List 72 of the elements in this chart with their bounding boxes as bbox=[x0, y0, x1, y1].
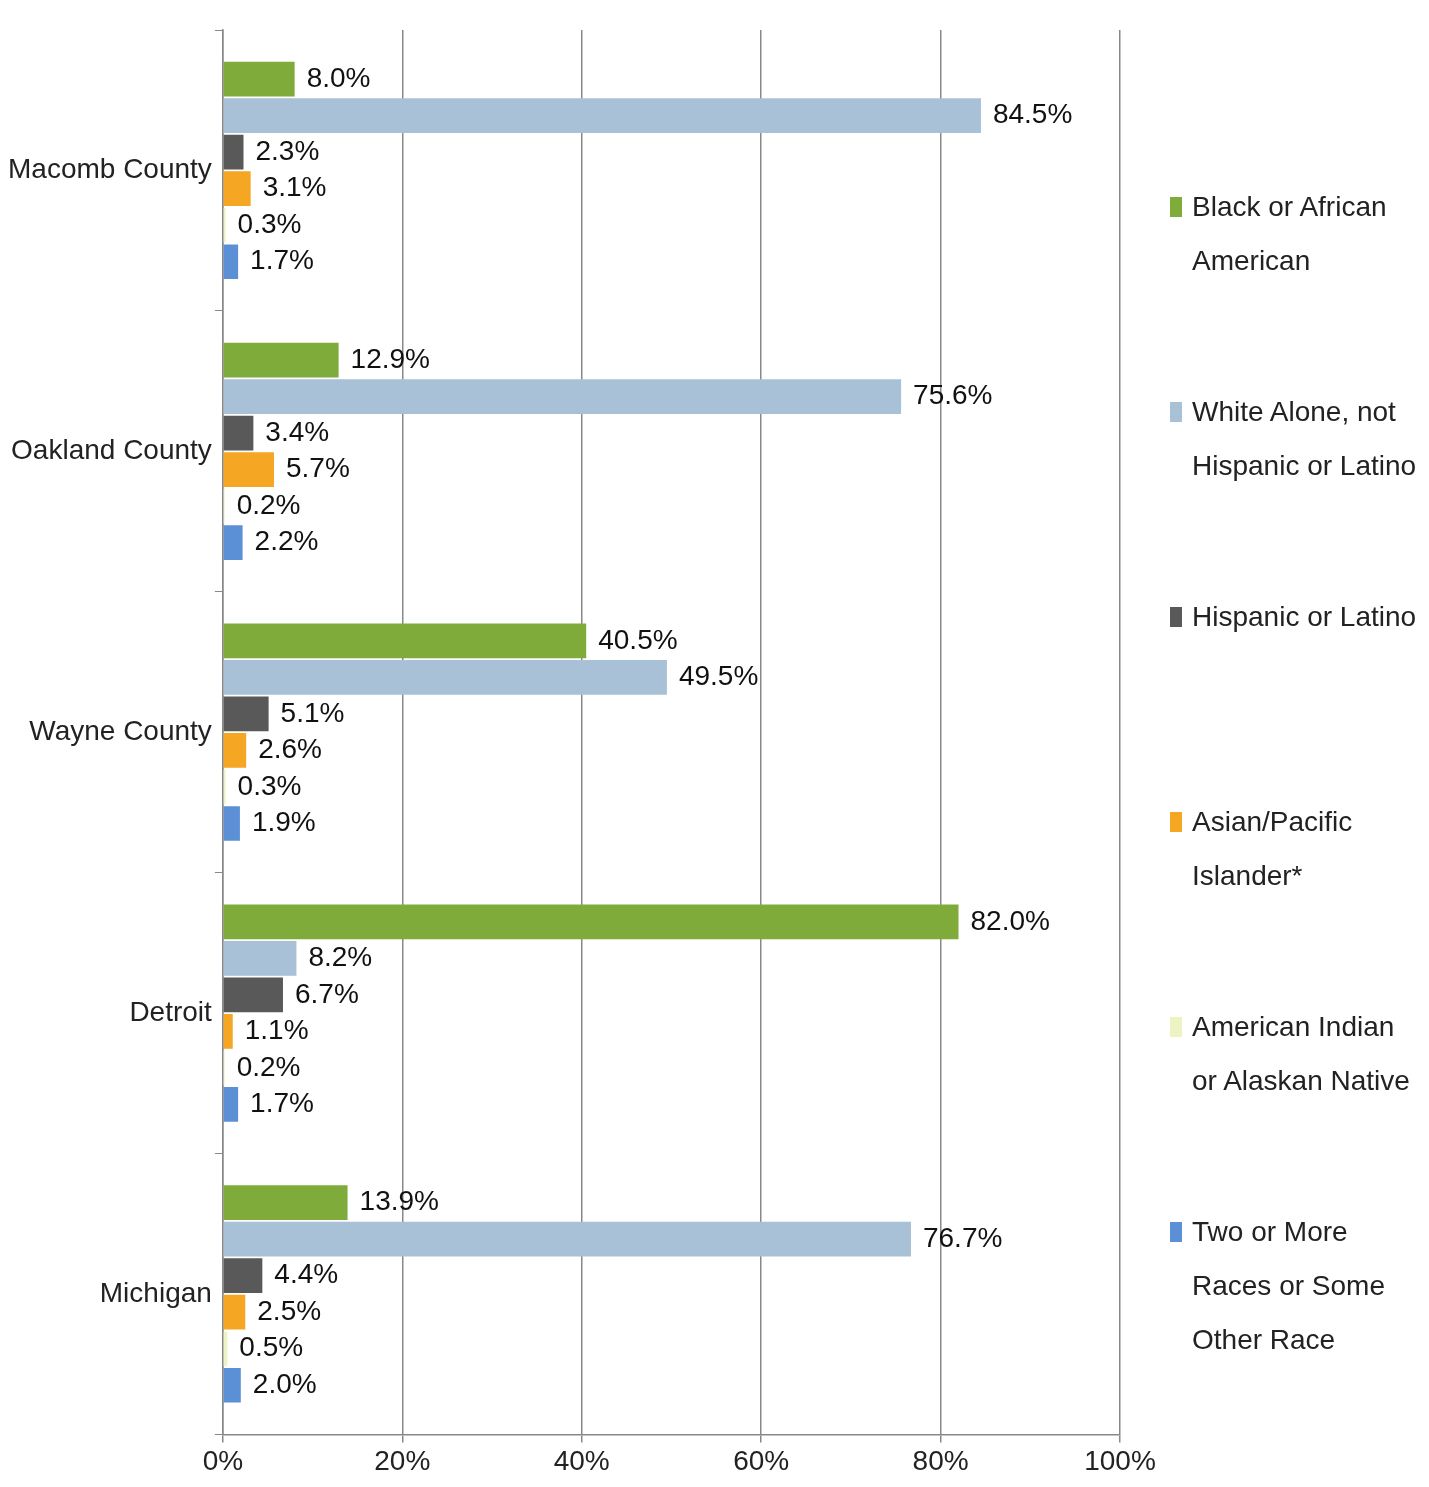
data-label: 0.3% bbox=[237, 769, 302, 801]
data-label: 8.2% bbox=[308, 941, 373, 973]
x-tick-label: 40% bbox=[553, 1444, 610, 1476]
legend-label: Asian/Pacific Islander* bbox=[1192, 805, 1354, 893]
data-label: 2.5% bbox=[257, 1294, 322, 1326]
data-label: 0.5% bbox=[239, 1331, 304, 1363]
bar bbox=[223, 660, 667, 695]
data-label: 2.2% bbox=[254, 525, 319, 557]
x-tick-label: 100% bbox=[1084, 1444, 1156, 1476]
x-tick-label: 60% bbox=[733, 1444, 790, 1476]
legend-label: Two or More Races or Some Other Race bbox=[1192, 1215, 1386, 1357]
data-label: 2.3% bbox=[255, 134, 320, 166]
bar bbox=[223, 1258, 263, 1294]
bar bbox=[223, 98, 981, 134]
data-label: 1.1% bbox=[244, 1014, 309, 1046]
data-label: 5.7% bbox=[286, 452, 350, 484]
bar bbox=[223, 623, 587, 659]
data-label: 0.2% bbox=[236, 488, 301, 520]
bar bbox=[223, 171, 251, 207]
data-label: 4.4% bbox=[274, 1258, 339, 1290]
bar bbox=[223, 1013, 233, 1049]
bar bbox=[223, 806, 240, 841]
data-label: 12.9% bbox=[350, 342, 430, 374]
bar bbox=[223, 415, 254, 451]
data-label: 76.7% bbox=[922, 1221, 1003, 1253]
legend-label: American Indian or Alaskan Native bbox=[1192, 1010, 1411, 1098]
bar bbox=[223, 134, 244, 170]
data-label: 8.0% bbox=[306, 61, 371, 93]
bar bbox=[223, 525, 243, 560]
data-label: 1.9% bbox=[251, 806, 316, 838]
bar bbox=[223, 342, 339, 378]
bar bbox=[223, 1294, 246, 1330]
data-label: 2.6% bbox=[258, 733, 323, 765]
legend-label: Black or African American bbox=[1192, 190, 1388, 278]
bar bbox=[223, 696, 269, 732]
legend-label: White Alone, not Hispanic or Latino bbox=[1192, 395, 1418, 483]
bar bbox=[223, 244, 239, 280]
legend-label: Hispanic or Latino bbox=[1192, 600, 1417, 634]
y-tick-label: Detroit bbox=[129, 995, 213, 1027]
x-tick-label: 0% bbox=[202, 1444, 244, 1476]
data-label: 84.5% bbox=[992, 98, 1073, 130]
y-tick-label: Macomb County bbox=[7, 153, 212, 185]
data-label: 5.1% bbox=[280, 696, 345, 728]
bar bbox=[223, 733, 247, 768]
data-label: 13.9% bbox=[359, 1185, 439, 1217]
bar bbox=[223, 904, 959, 940]
bar bbox=[223, 61, 295, 97]
data-label: 49.5% bbox=[678, 660, 759, 692]
bar bbox=[223, 940, 297, 976]
y-tick-label: Michigan bbox=[99, 1276, 212, 1308]
data-label: 2.0% bbox=[252, 1367, 317, 1399]
bar bbox=[223, 379, 902, 414]
bar bbox=[223, 1367, 241, 1403]
data-label: 0.2% bbox=[236, 1050, 301, 1082]
bar bbox=[223, 977, 283, 1013]
bar bbox=[223, 1221, 911, 1257]
bar bbox=[223, 1087, 239, 1122]
x-tick-label: 80% bbox=[912, 1444, 969, 1476]
data-label: 3.4% bbox=[265, 415, 330, 447]
data-label: 3.1% bbox=[262, 171, 327, 203]
data-label: 82.0% bbox=[970, 904, 1050, 936]
data-label: 40.5% bbox=[598, 623, 678, 655]
data-label: 75.6% bbox=[913, 379, 993, 411]
y-tick-label: Oakland County bbox=[11, 434, 212, 466]
bar bbox=[223, 452, 274, 487]
data-label: 1.7% bbox=[250, 244, 314, 276]
data-label: 1.7% bbox=[250, 1087, 314, 1119]
bar bbox=[223, 1185, 348, 1221]
data-label: 0.3% bbox=[237, 207, 302, 239]
y-tick-label: Wayne County bbox=[29, 714, 212, 746]
x-tick-label: 20% bbox=[374, 1444, 431, 1476]
data-label: 6.7% bbox=[294, 977, 359, 1009]
